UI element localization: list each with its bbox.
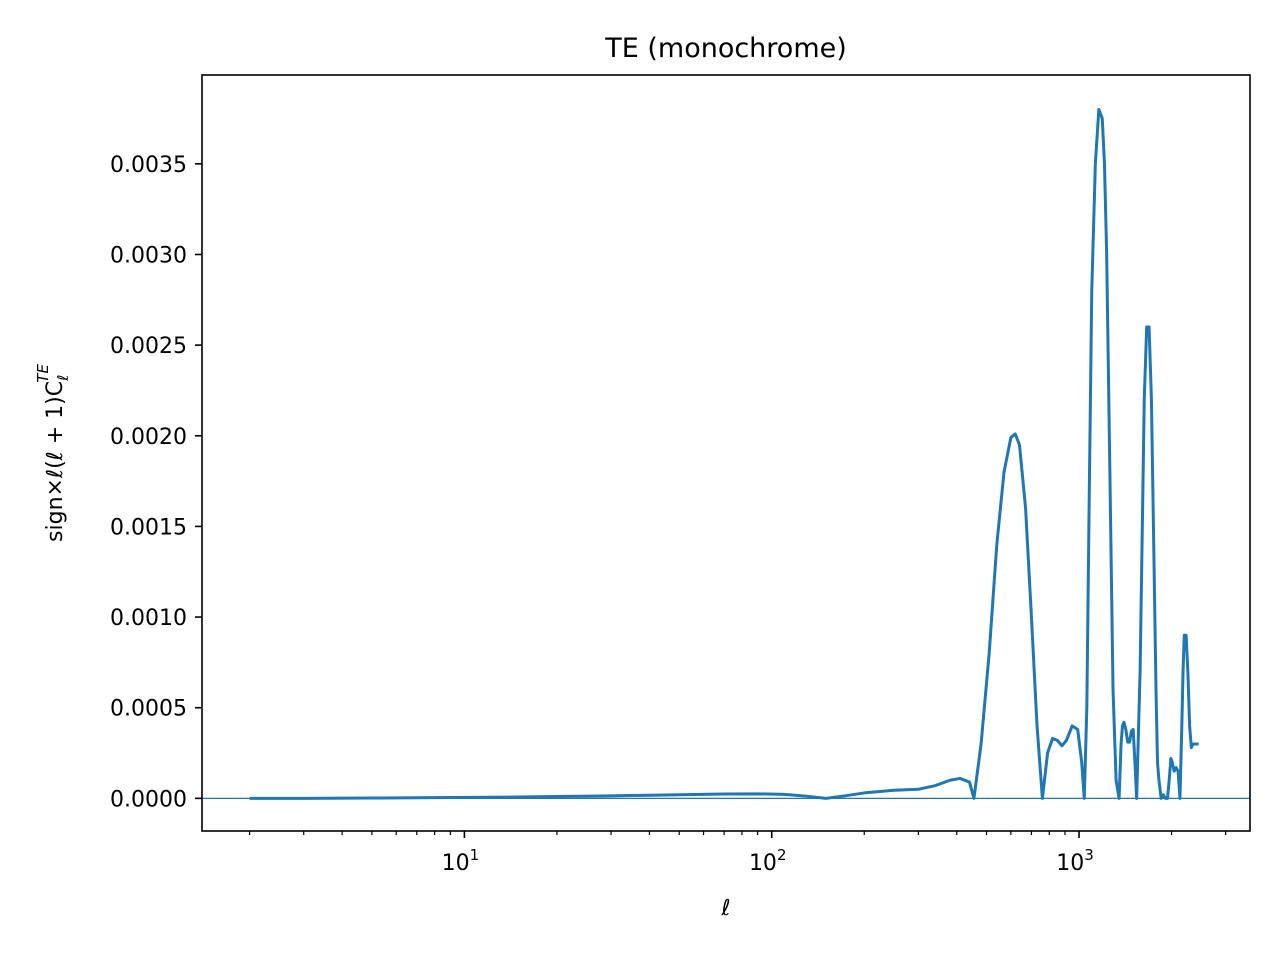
x-tick-label: 103 [1056,846,1094,876]
y-axis-ticks: 0.0000 0.0005 0.0010 0.0015 0.0020 0.0025 0.00… [110,153,202,812]
y-tick-label: 0.0015 [110,515,187,540]
y-tick-label: 0.0005 [110,697,187,722]
y-tick-label: 0.0030 [110,243,187,268]
x-tick-base: 10 [1056,851,1084,876]
y-axis-label-subscript: ℓ [54,375,72,382]
te-series-line [249,107,1199,800]
x-tick-base: 10 [749,851,777,876]
y-axis-label: sign×ℓ(ℓ + 1)CℓTE [34,364,72,542]
x-axis-ticks: 101 102 103 [442,831,1094,876]
chart-title: TE (monochrome) [604,33,847,64]
plot-area [201,74,1251,832]
y-tick-label: 0.0035 [110,153,187,178]
x-axis-minor-ticks [249,831,1227,835]
axes-frame [201,74,1251,832]
x-tick-base: 10 [442,851,470,876]
axes-background [202,75,1250,831]
x-tick-exponent: 3 [1084,846,1094,864]
x-tick-exponent: 1 [470,846,480,864]
y-tick-label: 0.0000 [110,787,187,812]
y-tick-label: 0.0010 [110,606,187,631]
y-axis-label-main: sign×ℓ(ℓ + 1)C [43,381,68,542]
x-axis-label: ℓ [720,896,730,921]
y-axis-label-superscript: TE [34,364,52,383]
x-tick-label: 102 [749,846,787,876]
x-tick-exponent: 2 [777,846,787,864]
y-tick-label: 0.0025 [110,334,187,359]
x-tick-label: 101 [442,846,480,876]
y-tick-label: 0.0020 [110,425,187,450]
